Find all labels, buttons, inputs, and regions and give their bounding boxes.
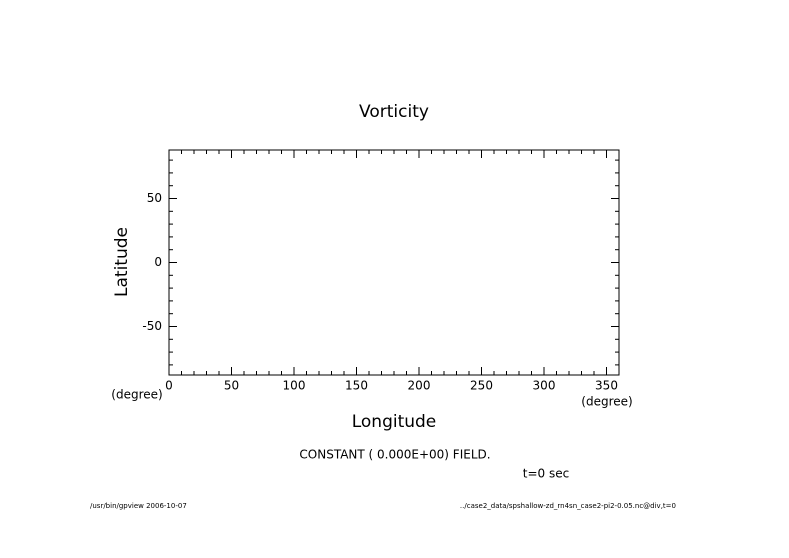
plot-frame [168, 149, 620, 376]
x-unit: (degree) [581, 395, 632, 409]
y-tick-label: 50 [147, 191, 162, 205]
x-tick-label: 150 [345, 379, 368, 393]
y-tick-label: 0 [154, 255, 162, 269]
footer-left: /usr/bin/gpview 2006-10-07 [90, 502, 187, 510]
y-axis-label: Latitude [112, 227, 132, 297]
x-tick-label: 50 [224, 379, 239, 393]
chart-title: Vorticity [359, 102, 429, 122]
annotation: t=0 sec [523, 467, 569, 481]
x-tick-label: 100 [283, 379, 306, 393]
y-unit: (degree) [111, 388, 162, 402]
footer-right: ../case2_data/spshallow-zd_rn4sn_case2-p… [460, 502, 676, 510]
x-axis-label: Longitude [352, 412, 437, 432]
y-tick-label: -50 [142, 319, 162, 333]
x-tick-label: 300 [533, 379, 556, 393]
annotation: CONSTANT ( 0.000E+00) FIELD. [299, 448, 490, 462]
x-tick-label: 0 [165, 379, 173, 393]
x-tick-label: 350 [595, 379, 618, 393]
x-tick-label: 250 [470, 379, 493, 393]
x-tick-label: 200 [408, 379, 431, 393]
